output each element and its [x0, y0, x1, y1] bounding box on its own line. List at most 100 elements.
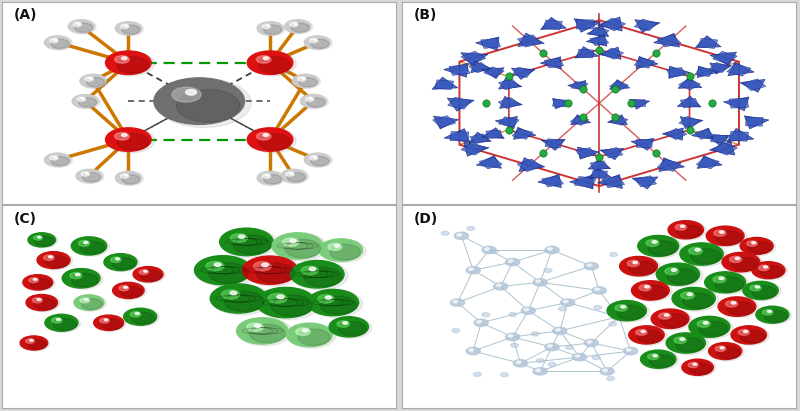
- Circle shape: [37, 252, 70, 269]
- Circle shape: [330, 245, 360, 260]
- Text: (C): (C): [14, 212, 38, 226]
- Circle shape: [310, 157, 329, 166]
- Circle shape: [38, 252, 73, 270]
- Polygon shape: [678, 77, 702, 88]
- Circle shape: [34, 279, 37, 280]
- Polygon shape: [469, 132, 491, 143]
- Circle shape: [262, 263, 268, 266]
- Circle shape: [258, 288, 320, 320]
- Circle shape: [70, 272, 82, 279]
- Circle shape: [633, 281, 672, 301]
- Point: [536, 150, 549, 157]
- Circle shape: [72, 237, 110, 256]
- Polygon shape: [450, 132, 469, 141]
- Circle shape: [37, 298, 41, 300]
- Circle shape: [257, 22, 283, 35]
- Polygon shape: [746, 117, 763, 126]
- Circle shape: [715, 277, 743, 292]
- Point: [593, 153, 606, 160]
- Circle shape: [104, 254, 137, 270]
- Circle shape: [110, 257, 121, 263]
- Polygon shape: [696, 157, 719, 169]
- Circle shape: [553, 327, 567, 335]
- Circle shape: [758, 265, 769, 270]
- Polygon shape: [710, 63, 732, 74]
- Polygon shape: [713, 142, 738, 155]
- Circle shape: [681, 225, 685, 227]
- Circle shape: [658, 263, 703, 287]
- Circle shape: [230, 233, 247, 242]
- Circle shape: [457, 233, 462, 236]
- Circle shape: [285, 239, 321, 258]
- Circle shape: [277, 295, 284, 299]
- Circle shape: [271, 295, 312, 316]
- Circle shape: [298, 329, 330, 346]
- Circle shape: [68, 20, 94, 33]
- Circle shape: [730, 256, 742, 263]
- Circle shape: [248, 51, 296, 76]
- Circle shape: [310, 156, 318, 160]
- Polygon shape: [631, 99, 646, 107]
- Circle shape: [669, 221, 706, 240]
- Polygon shape: [586, 35, 607, 46]
- Circle shape: [122, 57, 127, 60]
- Circle shape: [124, 286, 127, 289]
- Circle shape: [106, 128, 154, 153]
- Circle shape: [302, 78, 305, 79]
- Circle shape: [44, 255, 54, 261]
- Circle shape: [744, 282, 781, 301]
- Circle shape: [247, 128, 293, 151]
- Polygon shape: [570, 115, 590, 125]
- Circle shape: [681, 243, 726, 267]
- Circle shape: [719, 297, 758, 318]
- Circle shape: [73, 95, 100, 109]
- Circle shape: [735, 257, 740, 260]
- Circle shape: [740, 330, 765, 343]
- Point: [536, 50, 549, 56]
- Circle shape: [606, 376, 614, 381]
- Circle shape: [764, 310, 787, 322]
- Circle shape: [671, 269, 677, 271]
- Circle shape: [587, 264, 592, 266]
- Point: [609, 114, 622, 120]
- Circle shape: [238, 235, 245, 238]
- Circle shape: [300, 95, 326, 108]
- Circle shape: [536, 369, 541, 372]
- Circle shape: [82, 173, 101, 182]
- Circle shape: [713, 276, 726, 283]
- Circle shape: [506, 259, 520, 266]
- Circle shape: [212, 284, 271, 315]
- Circle shape: [117, 57, 149, 73]
- Polygon shape: [678, 116, 700, 127]
- Point: [502, 73, 515, 80]
- Circle shape: [305, 36, 332, 50]
- Circle shape: [667, 333, 709, 354]
- Circle shape: [263, 57, 269, 60]
- Circle shape: [139, 270, 149, 275]
- Polygon shape: [632, 177, 658, 189]
- Circle shape: [307, 98, 325, 107]
- Polygon shape: [728, 62, 754, 76]
- Circle shape: [652, 309, 692, 330]
- Circle shape: [624, 347, 638, 355]
- Circle shape: [555, 329, 560, 331]
- Polygon shape: [590, 27, 609, 37]
- Circle shape: [620, 256, 658, 276]
- Circle shape: [78, 98, 97, 107]
- Circle shape: [114, 283, 146, 300]
- Circle shape: [630, 326, 667, 345]
- Polygon shape: [635, 176, 657, 187]
- Circle shape: [81, 98, 84, 99]
- Circle shape: [710, 343, 744, 361]
- Polygon shape: [740, 79, 765, 92]
- Circle shape: [154, 78, 245, 125]
- Circle shape: [328, 243, 342, 250]
- Circle shape: [545, 246, 559, 254]
- Circle shape: [482, 313, 490, 317]
- Circle shape: [196, 256, 255, 286]
- Circle shape: [307, 289, 358, 316]
- Circle shape: [256, 263, 295, 283]
- Circle shape: [106, 51, 154, 76]
- Circle shape: [707, 226, 747, 247]
- Polygon shape: [710, 134, 728, 143]
